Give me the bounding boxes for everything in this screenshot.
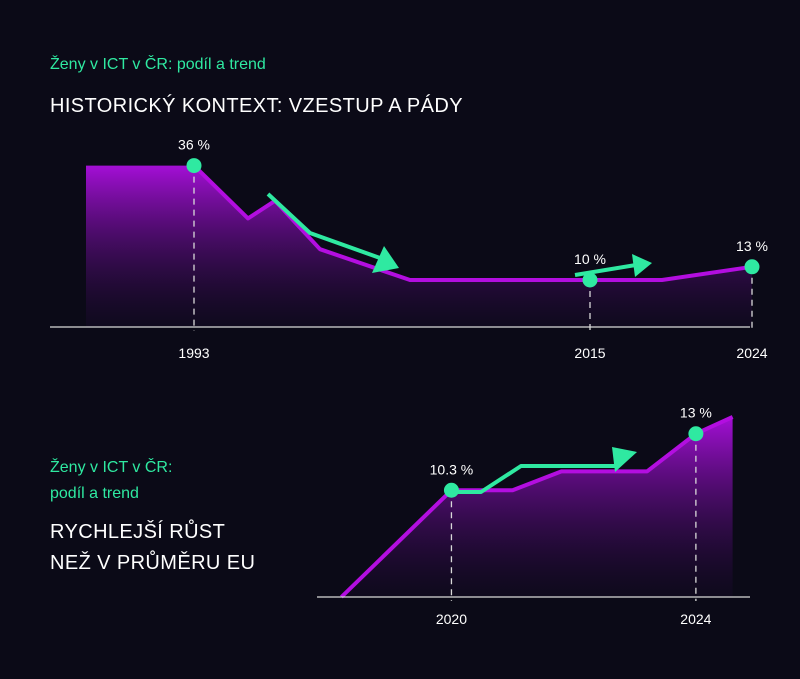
top-chart-data-label-0: 36 % [178, 137, 210, 153]
bottom-chart-point-0 [443, 482, 459, 498]
top-chart-title: HISTORICKÝ KONTEXT: VZESTUP A PÁDY [50, 95, 463, 117]
top-chart-down-arrow [266, 192, 381, 260]
bottom-chart-point-1 [688, 426, 704, 442]
bottom-chart-subtitle-line1: Ženy v ICT v ČR: [50, 459, 173, 476]
top-chart-data-label-2: 13 % [736, 238, 768, 254]
bottom-chart: 10.3 % 13 % 2020 2024 [317, 405, 750, 627]
top-chart-area [86, 165, 752, 327]
top-chart-data-label-1: 10 % [574, 251, 606, 267]
bottom-chart-up-arrow-head [612, 447, 637, 472]
bottom-chart-data-label-1: 13 % [680, 405, 712, 421]
top-chart-x-tick-1993: 1993 [178, 345, 209, 361]
bottom-chart-subtitle-line2: podíl a trend [50, 485, 139, 502]
top-chart-line [192, 164, 753, 282]
top-chart-x-tick-2024: 2024 [736, 345, 767, 361]
top-chart-up-arrow-head [632, 254, 652, 277]
bottom-chart-x-tick-2024: 2024 [680, 611, 711, 627]
top-chart-point-0 [186, 158, 202, 174]
bottom-chart-data-label-0: 10.3 % [430, 461, 474, 477]
top-chart-subtitle: Ženy v ICT v ČR: podíl a trend [50, 56, 266, 73]
bottom-chart-x-tick-2020: 2020 [436, 611, 467, 627]
top-chart: 36 % 10 % 13 % 1993 2015 2024 [50, 137, 768, 361]
bottom-chart-area [341, 417, 733, 597]
top-chart-up-arrow [574, 263, 637, 277]
top-chart-down-arrow-head [372, 246, 399, 273]
bottom-chart-up-arrow [447, 464, 616, 494]
bottom-chart-title-line1: RYCHLEJŠÍ RŮST [50, 521, 226, 543]
top-chart-x-tick-2015: 2015 [574, 345, 605, 361]
top-chart-point-1 [582, 272, 598, 288]
bottom-chart-title-line2: NEŽ V PRŮMĚRU EU [50, 552, 256, 574]
top-chart-point-2 [744, 259, 760, 275]
